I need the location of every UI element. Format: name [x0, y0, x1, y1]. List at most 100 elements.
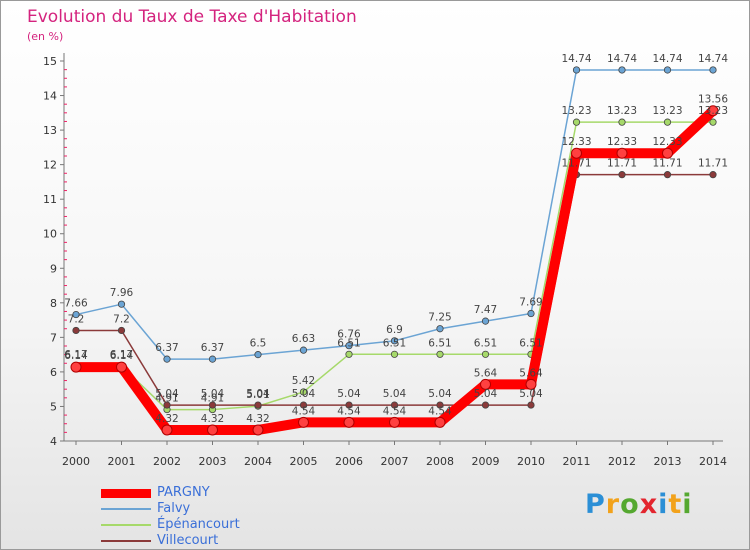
- x-tick-label: 2012: [608, 455, 636, 468]
- data-point: [662, 147, 673, 159]
- x-tick-label: 2002: [153, 455, 181, 468]
- chart-unit: (en %): [27, 30, 64, 43]
- data-label: 6.51: [383, 337, 406, 349]
- data-label: 12.33: [607, 136, 637, 148]
- data-point: [343, 416, 355, 428]
- y-tick-label: 5: [50, 400, 57, 413]
- data-point: [434, 416, 446, 428]
- data-label: 4.32: [201, 413, 224, 425]
- data-point: [345, 342, 353, 350]
- data-label: 6.63: [292, 333, 315, 345]
- data-label: 6.76: [337, 329, 361, 341]
- y-tick-label: 8: [50, 297, 57, 310]
- data-point: [254, 401, 262, 409]
- y-tick-label: 15: [43, 55, 57, 68]
- data-point: [389, 416, 400, 428]
- data-label: 6.17: [64, 349, 87, 361]
- data-point: [116, 361, 127, 373]
- data-point: [618, 66, 626, 74]
- data-label: 6.51: [474, 337, 497, 349]
- data-label: 7.2: [113, 313, 130, 325]
- data-point: [481, 350, 490, 358]
- y-tick-label: 4: [50, 435, 57, 448]
- data-label: 6.5: [250, 338, 267, 350]
- data-label: 13.23: [698, 105, 728, 117]
- data-label: 14.74: [607, 53, 637, 65]
- data-point: [252, 424, 264, 436]
- x-tick-label: 2007: [381, 455, 409, 468]
- data-label: 7.47: [474, 304, 497, 316]
- logo-letter: i: [658, 489, 669, 520]
- data-label: 6.17: [110, 349, 133, 361]
- data-point: [299, 388, 308, 396]
- data-label: 11.71: [652, 158, 682, 170]
- data-label: 6.9: [386, 324, 403, 336]
- data-point: [72, 326, 80, 335]
- logo-letter: P: [585, 489, 606, 520]
- data-point: [663, 66, 672, 74]
- data-point: [663, 118, 672, 126]
- data-label: 13.56: [698, 94, 728, 106]
- y-tick-label: 6: [50, 366, 57, 379]
- y-tick-label: 14: [43, 90, 57, 103]
- y-tick-label: 7: [50, 331, 57, 344]
- x-tick-label: 2008: [426, 455, 454, 468]
- data-point: [571, 147, 582, 159]
- data-label: 5.04: [155, 388, 179, 400]
- data-point: [70, 361, 82, 373]
- legend-swatch: [101, 489, 151, 498]
- x-tick-label: 2014: [699, 455, 727, 468]
- data-point: [525, 378, 537, 390]
- data-point: [390, 401, 399, 409]
- y-tick-label: 11: [43, 193, 57, 206]
- data-point: [345, 350, 353, 358]
- data-label: 5.01: [246, 389, 269, 401]
- data-label: 13.23: [561, 105, 591, 117]
- logo-letter: o: [620, 489, 640, 520]
- data-label: 6.14: [64, 350, 88, 362]
- x-tick-label: 2010: [517, 455, 545, 468]
- data-point: [207, 424, 218, 436]
- data-label: 4.91: [155, 393, 178, 405]
- data-label: 4.32: [155, 413, 178, 425]
- data-label: 12.33: [561, 136, 591, 148]
- data-label: 11.71: [607, 158, 637, 170]
- legend-swatch: [101, 540, 151, 542]
- data-label: 4.54: [337, 405, 361, 417]
- data-label: 5.64: [519, 367, 543, 379]
- data-point: [709, 66, 717, 74]
- data-label: 5.04: [383, 388, 407, 400]
- series-line-villecourt: [76, 173, 713, 406]
- data-label: 5.04: [474, 388, 498, 400]
- logo-letter: t: [668, 489, 683, 520]
- x-tick-label: 2001: [108, 455, 136, 468]
- logo-letter: r: [605, 489, 621, 520]
- data-label: 14.74: [652, 53, 682, 65]
- data-point: [163, 355, 171, 363]
- data-point: [436, 325, 444, 333]
- data-label: 5.04: [201, 388, 225, 400]
- y-tick-label: 12: [43, 159, 57, 172]
- data-label: 4.54: [383, 405, 407, 417]
- data-point: [480, 378, 491, 390]
- data-point: [663, 171, 672, 179]
- data-label: 12.33: [652, 136, 682, 148]
- data-point: [299, 401, 308, 409]
- data-label: 6.51: [519, 337, 542, 349]
- data-point: [298, 416, 309, 428]
- x-tick-label: 2013: [654, 455, 682, 468]
- data-label: 5.04: [337, 388, 361, 400]
- data-point: [527, 401, 535, 409]
- data-label: 11.71: [698, 158, 728, 170]
- data-label: 5.04: [246, 388, 270, 400]
- data-label: 5.64: [474, 367, 498, 379]
- data-label: 6.51: [337, 337, 360, 349]
- data-label: 5.42: [292, 375, 315, 387]
- data-point: [481, 401, 490, 409]
- legend-label: PARGNY: [157, 485, 210, 500]
- data-label: 13.23: [607, 105, 637, 117]
- data-label: 4.54: [292, 405, 316, 417]
- legend-label: Épénancourt: [157, 517, 240, 532]
- data-label: 5.04: [519, 388, 543, 400]
